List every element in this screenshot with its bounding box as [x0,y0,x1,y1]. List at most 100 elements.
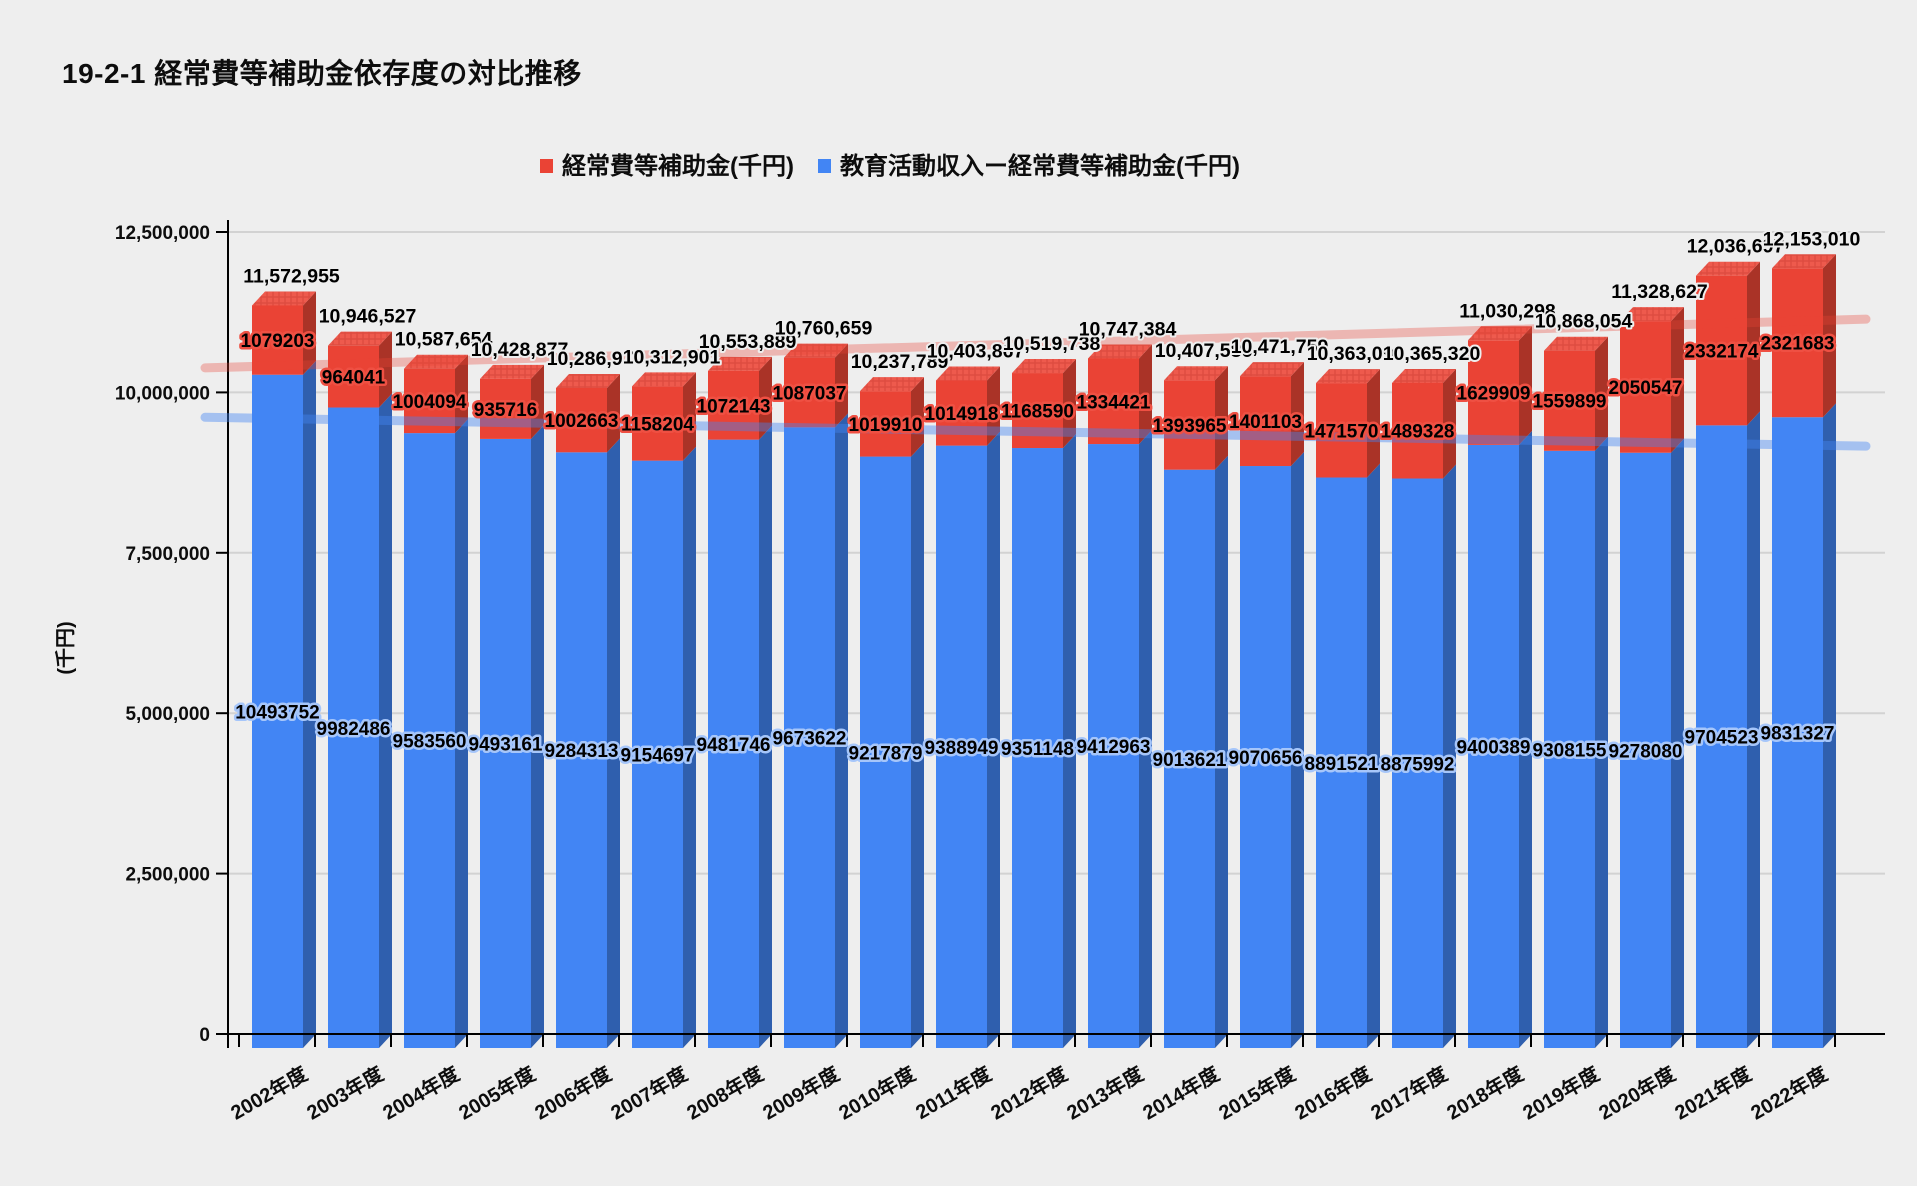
x-tick-label: 2002年度 [226,1061,312,1125]
bar-blue-side [531,424,544,1048]
bar-red-2011年度[interactable] [936,380,987,446]
red-value-label: 1629909 [1457,384,1531,405]
bar-red-2015年度[interactable] [1240,376,1291,467]
bar-blue-2008年度[interactable] [708,439,759,1048]
bar-red-top [1544,336,1608,351]
bar-blue-2015年度[interactable] [1240,466,1291,1048]
bar-red-side [607,373,620,453]
bar-blue-2009年度[interactable] [784,427,835,1048]
red-value-label: 1401103 [1229,412,1302,433]
bar-blue-2018年度[interactable] [1468,444,1519,1048]
bar-blue-2007年度[interactable] [632,460,683,1048]
bar-red-2013年度[interactable] [1088,358,1139,445]
blue-value-label: 9704523 [1685,728,1759,749]
total-label: 10,519,738 [1003,333,1101,355]
bar-red-side [1747,261,1760,426]
total-label: 10,237,789 [851,351,949,373]
bar-blue-2020年度[interactable] [1620,452,1671,1048]
bar-blue-2022年度[interactable] [1772,417,1823,1048]
total-label: 10,946,527 [319,306,417,328]
bar-blue-2013年度[interactable] [1088,444,1139,1048]
bar-blue-side [1823,403,1836,1048]
red-value-label: 1072143 [697,396,771,417]
blue-value-label: 9481746 [697,735,771,756]
y-tick-label: 2,500,000 [125,865,210,886]
bar-red-2019年度[interactable] [1544,350,1595,451]
bar-red-2017年度[interactable] [1392,382,1443,479]
red-value-label: 2050547 [1609,378,1683,399]
bar-red-2020年度[interactable] [1620,321,1671,453]
x-tick-label: 2007年度 [606,1061,692,1125]
x-tick-label: 2021年度 [1670,1061,1756,1125]
blue-value-label: 9278080 [1609,741,1683,762]
bar-red-2022年度[interactable] [1772,268,1823,418]
blue-value-label: 9308155 [1533,740,1607,761]
red-value-label: 2321683 [1761,334,1835,355]
bar-red-2008年度[interactable] [708,370,759,440]
blue-value-label: 9070656 [1229,748,1303,769]
bar-red-2007年度[interactable] [632,386,683,461]
total-label: 10,407,586 [1155,340,1253,362]
red-value-label: 1471570 [1305,421,1379,442]
bar-red-2021年度[interactable] [1696,275,1747,426]
bar-blue-2016年度[interactable] [1316,477,1367,1048]
bar-blue-2021年度[interactable] [1696,425,1747,1049]
bar-blue-2010年度[interactable] [860,456,911,1048]
total-label: 10,428,877 [471,339,569,361]
blue-value-label: 9284313 [545,741,619,762]
bar-red-2006年度[interactable] [556,387,607,453]
total-label: 10,363,091 [1307,343,1405,365]
legend-swatch-blue-icon [818,159,831,173]
bar-blue-2003年度[interactable] [328,407,379,1049]
bar-red-side [1139,344,1152,445]
bar-red-side [1671,307,1684,453]
bar-blue-side [1215,455,1228,1049]
x-tick-label: 2016年度 [1290,1061,1376,1125]
bar-red-2014年度[interactable] [1164,380,1215,470]
total-label: 10,312,901 [623,346,721,368]
bar-blue-2017年度[interactable] [1392,478,1443,1048]
bar-red-2005年度[interactable] [480,378,531,439]
red-value-label: 1489328 [1381,422,1455,443]
bar-blue-2005年度[interactable] [480,438,531,1048]
x-tick-label: 2013年度 [1062,1061,1148,1125]
legend-item-subsidy[interactable]: 経常費等補助金(千円) [540,146,794,181]
total-label: 11,030,298 [1459,300,1556,322]
total-label: 10,553,889 [699,331,797,353]
bar-red-2016年度[interactable] [1316,383,1367,478]
bar-blue-2019年度[interactable] [1544,450,1595,1048]
bar-red-2002年度[interactable] [252,305,303,375]
legend-label-subsidy: 経常費等補助金(千円) [562,153,794,180]
bar-blue-2004年度[interactable] [404,433,455,1049]
blue-value-label: 9154697 [621,745,695,766]
bar-red-2018年度[interactable] [1468,340,1519,445]
bar-red-top [556,373,620,388]
bar-blue-2002年度[interactable] [252,374,303,1048]
bar-blue-2012年度[interactable] [1012,448,1063,1048]
bar-red-2012年度[interactable] [1012,373,1063,449]
red-value-label: 964041 [322,368,386,389]
total-label: 10,365,320 [1383,343,1481,365]
bar-blue-2011年度[interactable] [936,445,987,1048]
y-tick-label: 12,500,000 [115,223,210,244]
bar-blue-2014年度[interactable] [1164,469,1215,1049]
red-value-label: 1079203 [241,331,315,352]
red-value-label: 1559899 [1533,392,1607,413]
bar-red-side [1215,366,1228,470]
bar-red-2004年度[interactable] [404,368,455,434]
bar-blue-side [835,413,848,1048]
bar-blue-side [1063,434,1076,1048]
blue-value-label: 9982486 [317,719,391,740]
bar-red-2003年度[interactable] [328,345,379,408]
legend-item-income[interactable]: 教育活動収入ー経常費等補助金(千円) [818,146,1240,181]
bar-red-2009年度[interactable] [784,357,835,428]
bar-red-2010年度[interactable] [860,391,911,457]
bar-red-top [936,366,1000,381]
bar-blue-side [1671,438,1684,1048]
blue-trend-line [200,412,1871,451]
bar-blue-2006年度[interactable] [556,452,607,1048]
bar-blue-side [911,442,924,1048]
total-label: 10,747,384 [1079,318,1177,340]
blue-value-label: 9831327 [1761,724,1835,745]
